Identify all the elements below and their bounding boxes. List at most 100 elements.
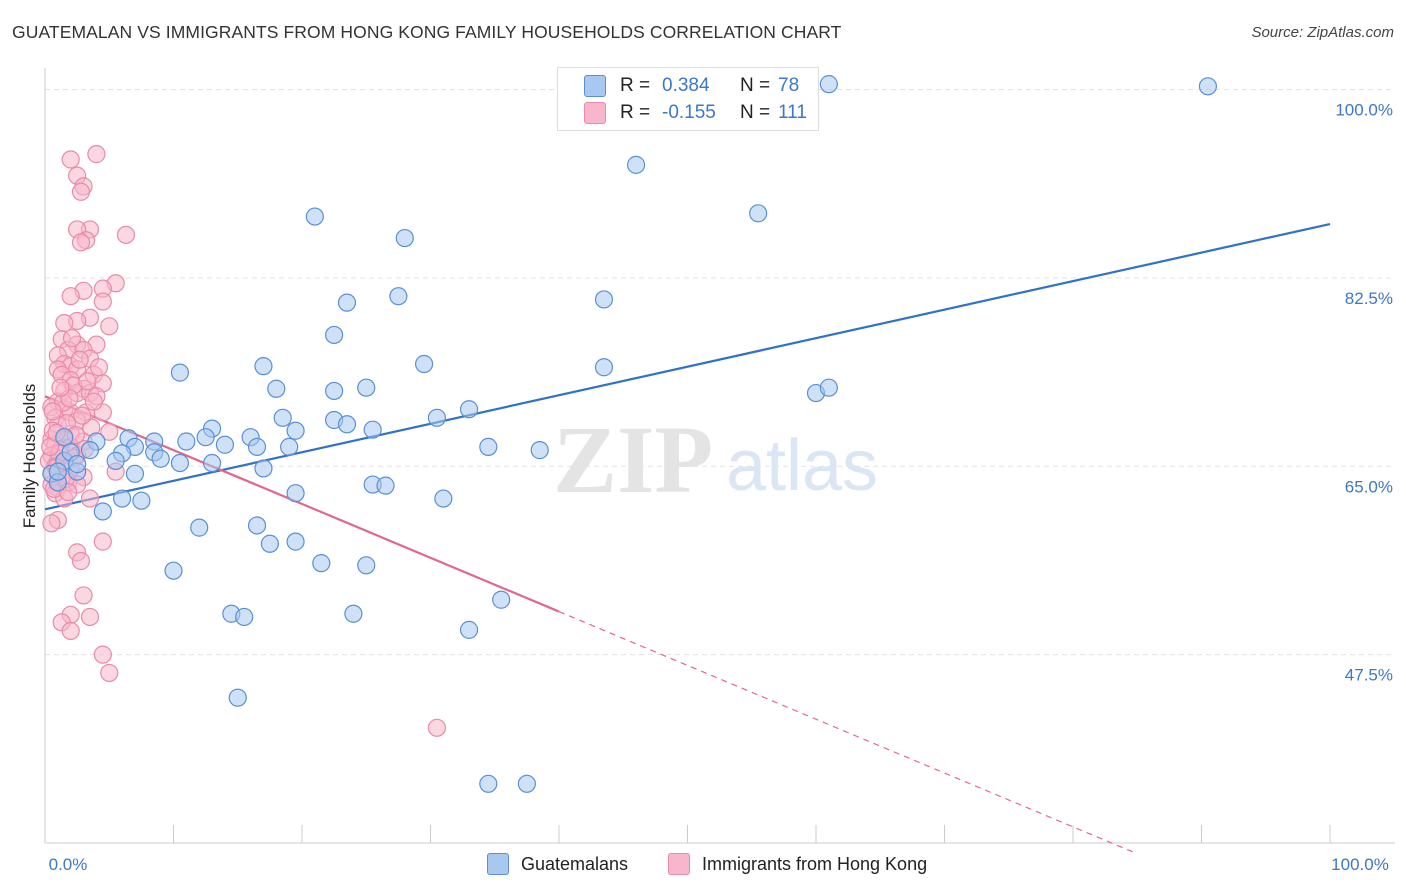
series-legend: Guatemalans Immigrants from Hong Kong — [0, 850, 1406, 878]
guatemalan-point — [434, 489, 453, 508]
blue-swatch — [487, 853, 509, 875]
y-tick-label: 100.0% — [1335, 101, 1393, 120]
hong-kong-point — [78, 372, 97, 391]
guatemalan-point — [93, 502, 112, 521]
guatemalan-point — [112, 489, 132, 508]
hong-kong-point — [427, 718, 447, 737]
n-label: N = — [740, 75, 771, 96]
guatemalan-point — [55, 428, 74, 447]
y-tick-label: 82.5% — [1345, 289, 1393, 308]
guatemalan-point — [170, 363, 190, 382]
axes — [44, 68, 1395, 844]
legend-item-hong-kong[interactable]: Immigrants from Hong Kong — [668, 850, 927, 878]
stats-row-guatemalans: R = 0.384 N = 78 — [558, 73, 799, 99]
x-tick-label: 100.0% — [1331, 855, 1389, 874]
guatemalan-point — [1198, 77, 1218, 96]
gridlines — [45, 89, 1395, 656]
hong-kong-point — [93, 292, 112, 311]
guatemalan-point — [594, 290, 614, 309]
guatemalan-point — [305, 207, 324, 226]
blue-swatch — [584, 75, 606, 97]
guatemalan-point — [479, 774, 498, 793]
guatemalan-point — [48, 462, 67, 481]
hong-kong-point — [43, 402, 62, 421]
hong-kong-point — [74, 586, 93, 605]
hong-kong-point — [100, 663, 119, 683]
guatemalan-point — [267, 379, 286, 398]
guatemalan-point — [344, 604, 363, 623]
r-value: 0.384 — [662, 75, 710, 96]
hong-kong-point — [93, 532, 112, 551]
guatemalan-point — [819, 75, 838, 94]
guatemalan-point — [247, 516, 267, 535]
guatemalan-point — [363, 420, 382, 439]
legend-label: Guatemalans — [521, 853, 629, 874]
hong-kong-point — [89, 358, 109, 377]
hong-kong-trend-extension — [558, 611, 1138, 855]
hong-kong-point — [93, 645, 112, 664]
guatemalan-point — [357, 556, 376, 575]
guatemalan-point — [749, 204, 768, 223]
n-label: N = — [740, 102, 771, 123]
guatemalan-point — [414, 354, 434, 374]
guatemalan-point — [280, 437, 299, 456]
guatemalan-point — [247, 437, 267, 456]
guatemalan-point — [80, 441, 100, 460]
guatemalan-point — [337, 293, 357, 312]
guatemalan-point — [196, 428, 215, 447]
guatemalan-point — [286, 421, 305, 440]
guatemalan-point — [228, 688, 247, 707]
tick-labels: 47.5% 65.0% 82.5% 100.0% 0.0% 100.0% — [49, 101, 1393, 874]
guatemalan-point — [376, 476, 395, 495]
hong-kong-point — [61, 621, 80, 641]
legend-item-guatemalans[interactable]: Guatemalans — [487, 850, 628, 878]
hong-kong-point — [71, 551, 91, 571]
guatemalan-point — [626, 155, 646, 174]
guatemalan-point — [325, 381, 344, 401]
hong-kong-point — [100, 317, 119, 336]
hong-kong-point — [51, 378, 70, 397]
guatemalan-point — [260, 534, 279, 553]
r-label: R = — [620, 102, 651, 123]
guatemalan-point — [273, 408, 292, 427]
n-value: 111 — [778, 102, 807, 123]
guatemalan-point — [530, 441, 549, 460]
hong-kong-point — [61, 150, 80, 169]
guatemalan-point — [312, 554, 331, 573]
hong-kong-point — [100, 422, 119, 441]
guatemalan-point — [325, 325, 344, 345]
hong-kong-point — [71, 182, 91, 201]
guatemalan-point — [819, 378, 838, 397]
guatemalan-point — [170, 453, 190, 473]
guatemalan-point — [357, 378, 376, 397]
watermark: ZIP atlas — [553, 406, 878, 513]
y-axis-title: Family Households — [20, 383, 39, 529]
guatemalan-point — [215, 435, 234, 454]
n-value: 78 — [778, 75, 800, 96]
guatemalan-point — [68, 455, 87, 474]
trend-lines — [44, 223, 1331, 855]
guatemalan-point — [177, 432, 196, 451]
source-credit: Source: ZipAtlas.com — [1251, 24, 1394, 41]
hong-kong-point — [84, 392, 103, 411]
hong-kong-point — [116, 225, 136, 244]
guatemalan-point — [337, 415, 357, 434]
guatemalan-point — [427, 408, 447, 427]
watermark-zip: ZIP — [553, 406, 713, 513]
pink-swatch — [584, 102, 606, 124]
hong-kong-point — [87, 145, 106, 164]
guatemalan-point — [286, 532, 305, 551]
x-tick-label: 0.0% — [49, 855, 88, 874]
hong-kong-point — [71, 233, 91, 252]
hong-kong-point — [80, 607, 100, 627]
guatemalan-point — [395, 228, 414, 248]
guatemalan-point — [235, 607, 254, 627]
guatemalan-point — [190, 518, 209, 537]
guatemalan-point — [517, 774, 536, 793]
watermark-atlas: atlas — [726, 426, 878, 506]
y-tick-label: 47.5% — [1345, 666, 1393, 685]
hong-kong-point — [42, 514, 61, 533]
hong-kong-point — [80, 489, 100, 508]
hong-kong-point — [61, 287, 80, 306]
